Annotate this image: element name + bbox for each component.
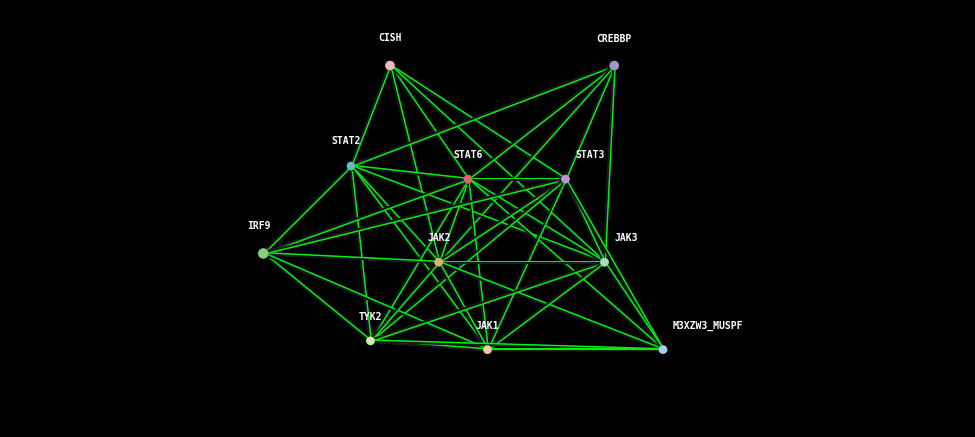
Circle shape [258, 249, 268, 258]
Text: TYK2: TYK2 [359, 312, 382, 322]
Circle shape [659, 346, 667, 354]
Text: CREBBP: CREBBP [597, 34, 632, 44]
Circle shape [367, 337, 374, 345]
Circle shape [386, 61, 394, 70]
Text: JAK3: JAK3 [614, 233, 638, 243]
Circle shape [563, 176, 568, 183]
Circle shape [601, 258, 608, 266]
Circle shape [348, 163, 354, 170]
Circle shape [484, 346, 491, 354]
Text: STAT6: STAT6 [453, 150, 483, 160]
Circle shape [436, 259, 442, 266]
Text: STAT3: STAT3 [575, 150, 604, 160]
Text: IRF9: IRF9 [247, 221, 270, 231]
Circle shape [610, 61, 618, 70]
Circle shape [602, 259, 607, 266]
Text: M3XZW3_MUSPF: M3XZW3_MUSPF [673, 321, 743, 331]
Circle shape [464, 175, 472, 183]
Circle shape [610, 62, 618, 69]
Text: STAT2: STAT2 [332, 136, 361, 146]
Circle shape [259, 249, 267, 258]
Circle shape [660, 346, 666, 353]
Text: JAK2: JAK2 [427, 233, 450, 243]
Circle shape [435, 258, 443, 266]
Circle shape [562, 175, 569, 183]
Circle shape [465, 176, 471, 183]
Circle shape [368, 337, 373, 344]
Circle shape [386, 62, 394, 69]
Text: JAK1: JAK1 [476, 321, 499, 331]
Text: CISH: CISH [378, 33, 402, 43]
Circle shape [485, 346, 490, 353]
Circle shape [347, 162, 355, 170]
